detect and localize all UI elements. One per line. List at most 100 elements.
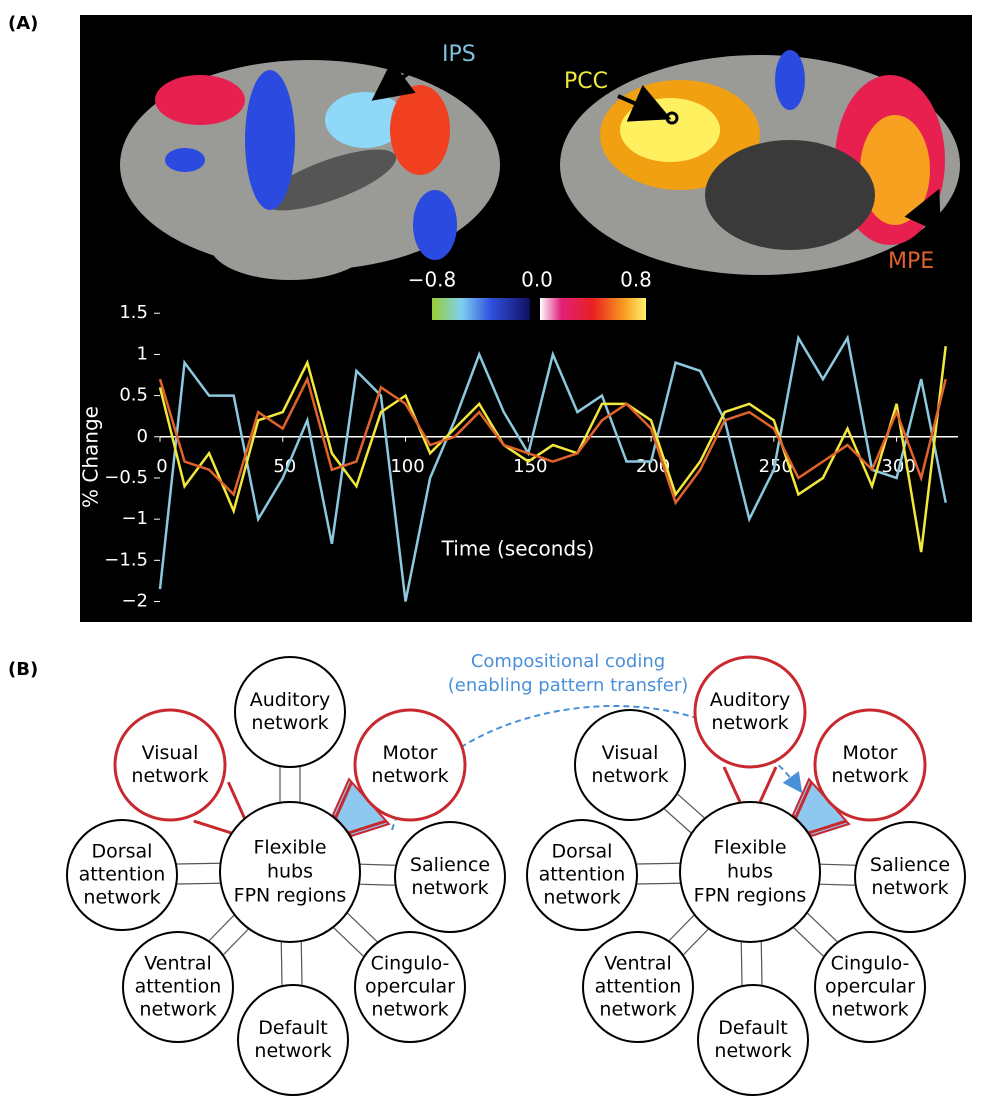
link — [807, 912, 838, 943]
node-label: opercular — [825, 976, 915, 998]
annotation: Compositional coding — [471, 651, 665, 672]
hub-label: hubs — [267, 861, 313, 883]
node-label: Default — [258, 1017, 327, 1039]
link — [300, 941, 303, 985]
hub-diagram: AuditorynetworkVisualnetworkMotornetwork… — [526, 655, 966, 1096]
node-label: Cingulo- — [371, 953, 450, 975]
hub-node — [219, 801, 361, 943]
hub-diagram: AuditorynetworkVisualnetworkMotornetwork… — [66, 656, 506, 1096]
node-label: network — [711, 712, 788, 734]
node-label: network — [139, 999, 216, 1021]
colorbar — [540, 298, 646, 320]
node-label: attention — [539, 864, 626, 886]
node-label: network — [254, 1040, 331, 1062]
y-tick-label: −0.5 — [104, 467, 148, 488]
node-label: Ventral — [604, 953, 671, 975]
node-label: Visual — [602, 742, 659, 764]
colorbar-label: 0.0 — [521, 268, 553, 292]
link — [223, 928, 249, 955]
link — [808, 819, 847, 835]
colorbar — [432, 298, 530, 320]
node-label: attention — [595, 976, 682, 998]
node-label: Ventral — [144, 953, 211, 975]
link — [334, 781, 354, 819]
network-node — [582, 931, 694, 1043]
node-label: Default — [718, 1017, 787, 1039]
node-label: attention — [79, 864, 166, 886]
link — [636, 862, 680, 865]
link — [348, 819, 387, 835]
node-label: Salience — [870, 854, 950, 876]
hub-label: FPN regions — [234, 885, 347, 907]
link — [359, 883, 395, 886]
node-label: network — [591, 765, 668, 787]
node-label: network — [714, 1040, 791, 1062]
network-node — [237, 984, 349, 1096]
x-tick-label: 0 — [156, 456, 167, 477]
brain-label: IPS — [442, 42, 476, 67]
network-node — [122, 931, 234, 1043]
node-label: Cingulo- — [831, 953, 910, 975]
data-line — [158, 375, 947, 506]
node-label: attention — [135, 976, 222, 998]
node-label: Dorsal — [552, 841, 613, 863]
link — [794, 781, 814, 819]
link — [226, 781, 246, 819]
network-node — [814, 931, 926, 1043]
y-tick-label: 1 — [137, 343, 148, 364]
network-node — [394, 821, 506, 933]
node-label: network — [599, 999, 676, 1021]
panel-label: (A) — [8, 13, 38, 34]
brain-label: PCC — [564, 69, 608, 94]
node-label: network — [871, 877, 948, 899]
colorbar-label: 0.8 — [620, 268, 652, 292]
node-label: Visual — [142, 742, 199, 764]
annotation: (enabling pattern transfer) — [448, 675, 689, 696]
brain-medial — [560, 50, 960, 275]
link — [760, 941, 763, 985]
node-label: Auditory — [250, 689, 331, 711]
node-label: network — [83, 887, 160, 909]
arrow — [371, 60, 416, 101]
node-label: opercular — [365, 976, 455, 998]
network-node — [234, 656, 346, 768]
node-label: network — [251, 712, 328, 734]
y-tick-label: −1 — [121, 508, 148, 529]
y-tick-label: 1.5 — [119, 302, 148, 323]
link — [683, 928, 709, 955]
x-axis-label: Time (seconds) — [441, 537, 595, 561]
link — [637, 882, 681, 885]
link — [193, 819, 232, 835]
hub-label: FPN regions — [694, 885, 807, 907]
y-tick-label: 0 — [137, 426, 148, 447]
network-node — [854, 821, 966, 933]
network-node — [526, 819, 638, 931]
network-node — [353, 708, 467, 822]
link — [208, 914, 235, 942]
link — [668, 914, 695, 942]
link — [740, 942, 743, 986]
link — [280, 942, 283, 986]
node-label: Dorsal — [92, 841, 153, 863]
link — [819, 883, 855, 886]
link — [677, 793, 705, 819]
y-tick-label: 0.5 — [119, 385, 148, 406]
node-label: network — [831, 765, 908, 787]
node-label: Motor — [383, 742, 438, 764]
node-label: network — [131, 765, 208, 787]
x-tick-label: 100 — [390, 456, 424, 477]
brain-label: MPE — [888, 249, 934, 274]
node-label: Salience — [410, 854, 490, 876]
marker — [665, 111, 679, 125]
link — [176, 862, 220, 865]
link — [360, 863, 396, 866]
node-label: Motor — [843, 742, 898, 764]
link — [333, 927, 364, 957]
data-line — [158, 334, 947, 602]
node-label: network — [543, 887, 620, 909]
network-node — [813, 708, 927, 822]
node-label: network — [411, 877, 488, 899]
hub-label: Flexible — [253, 837, 326, 859]
x-tick-label: 150 — [513, 456, 547, 477]
